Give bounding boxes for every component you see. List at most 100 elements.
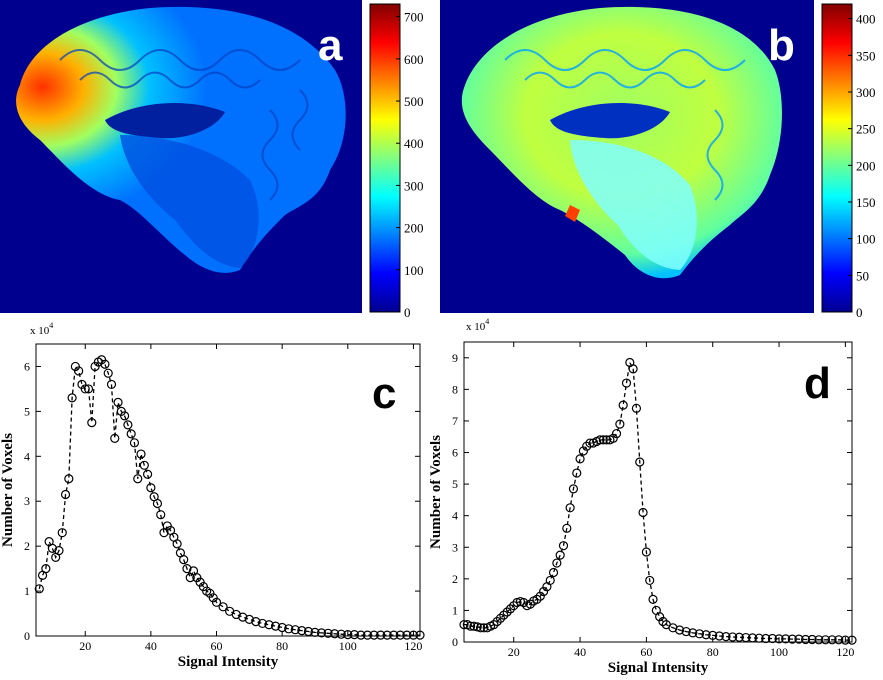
x-tick-label: 40 <box>574 645 586 659</box>
data-point <box>146 483 156 493</box>
data-point <box>505 604 516 614</box>
data-point <box>499 610 509 620</box>
data-point <box>126 429 136 439</box>
data-point <box>238 612 248 622</box>
x-tick-label: 80 <box>707 645 719 659</box>
data-point <box>376 630 386 640</box>
data-point <box>655 612 665 622</box>
data-point <box>129 438 140 448</box>
data-point <box>814 635 824 645</box>
data-point <box>794 634 804 644</box>
data-point <box>369 630 379 640</box>
data-point <box>688 628 698 638</box>
y-tick-label: 4 <box>24 449 30 463</box>
data-point <box>562 523 572 533</box>
y-tick-label: 5 <box>452 477 458 491</box>
data-point <box>290 625 300 635</box>
data-point <box>218 602 228 612</box>
data-point <box>565 503 575 513</box>
data-point <box>106 379 117 390</box>
data-point <box>721 632 731 642</box>
data-point <box>621 378 632 388</box>
data-point <box>356 630 366 640</box>
data-point <box>635 457 645 467</box>
colorbar-a-tick-label: 300 <box>404 178 424 193</box>
colorbar-b-tick-label: 50 <box>856 268 869 283</box>
colorbar-a-tick-label: 200 <box>404 221 424 236</box>
colorbar-a-tick-label: 400 <box>404 136 424 151</box>
data-point <box>615 419 625 429</box>
data-point <box>767 633 778 644</box>
y-tick-label: 3 <box>452 540 458 554</box>
data-point <box>641 547 651 557</box>
y-tick-label: 2 <box>24 539 30 553</box>
data-point <box>64 474 74 484</box>
colorbar-b-tick-label: 300 <box>856 85 876 100</box>
data-point <box>645 575 655 586</box>
y-tick-label: 4 <box>452 509 458 523</box>
y-tick-label: 6 <box>24 359 30 373</box>
data-point <box>552 558 562 568</box>
data-point <box>466 621 476 631</box>
data-point <box>598 435 608 445</box>
x-tick-label: 60 <box>211 639 223 653</box>
data-point <box>628 364 638 374</box>
data-point <box>139 460 149 470</box>
colorbar-b: 0 50 100 150 200 250 300 350 400 <box>820 0 883 320</box>
data-point <box>41 564 51 574</box>
data-point <box>535 591 545 601</box>
data-point <box>330 629 340 639</box>
panel-label-d: d <box>804 359 831 408</box>
y-exponent-label: x 104 <box>30 321 53 337</box>
panel-label-a: a <box>318 21 343 70</box>
data-point <box>277 622 287 633</box>
x-tick-label: 20 <box>508 645 520 659</box>
y-tick-label: 9 <box>452 351 458 365</box>
y-tick-label: 0 <box>452 635 458 649</box>
mri-image-b: b <box>440 0 814 313</box>
colorbar-a-gradient <box>369 3 401 313</box>
data-point <box>638 507 648 518</box>
data-point <box>469 621 479 631</box>
data-point <box>648 594 658 604</box>
data-point <box>54 546 64 556</box>
data-point <box>714 631 724 641</box>
data-point <box>415 630 425 640</box>
data-point <box>303 626 314 637</box>
data-point <box>761 633 771 644</box>
data-point <box>408 630 419 640</box>
data-point <box>100 359 110 369</box>
data-point <box>475 623 486 633</box>
colorbar-b-tick-label: 200 <box>856 158 876 173</box>
data-point <box>244 614 254 624</box>
x-axis-label: Signal Intensity <box>608 660 709 675</box>
colorbar-b-gradient <box>821 3 853 313</box>
data-point <box>251 617 261 627</box>
x-tick-label: 100 <box>770 645 788 659</box>
data-point <box>382 630 392 640</box>
colorbar-b-tick-label: 250 <box>856 122 876 137</box>
data-point <box>608 433 618 443</box>
data-point <box>834 635 844 645</box>
data-point <box>257 618 268 629</box>
x-tick-label: 60 <box>640 645 652 659</box>
data-point <box>578 446 588 456</box>
x-tick-label: 100 <box>339 639 357 653</box>
data-point <box>316 628 327 638</box>
series-line <box>38 358 420 636</box>
data-point <box>47 543 58 553</box>
colorbar-a-tick-label: 600 <box>404 52 424 67</box>
y-tick-label: 0 <box>24 629 30 643</box>
panel-label-b: b <box>768 21 795 70</box>
data-point <box>152 498 163 509</box>
x-tick-label: 40 <box>145 639 157 653</box>
data-point <box>120 411 130 421</box>
data-point <box>87 418 97 428</box>
data-point <box>741 632 751 643</box>
histogram-d: 20 40 60 80 100 120 0 1 2 3 4 5 6 7 8 9 x 104 Signal Inte… <box>428 317 883 676</box>
data-point <box>495 613 506 623</box>
plot-frame <box>35 343 421 637</box>
data-point <box>734 632 744 642</box>
data-point <box>211 597 222 607</box>
plot-frame <box>463 341 853 643</box>
